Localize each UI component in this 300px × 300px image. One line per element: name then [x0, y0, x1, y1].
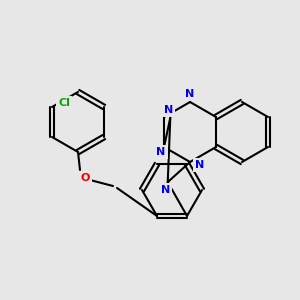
Text: Cl: Cl: [58, 98, 70, 108]
Text: N: N: [156, 147, 166, 157]
Text: O: O: [80, 173, 90, 183]
Text: N: N: [195, 160, 205, 170]
Text: N: N: [161, 185, 170, 195]
Text: N: N: [185, 89, 195, 99]
Text: N: N: [164, 105, 173, 115]
